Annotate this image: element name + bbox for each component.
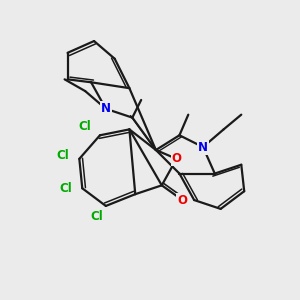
Text: Cl: Cl — [91, 210, 103, 223]
Text: O: O — [177, 194, 188, 207]
Text: N: N — [101, 102, 111, 115]
Text: Cl: Cl — [79, 120, 92, 133]
Text: O: O — [172, 152, 182, 165]
Text: Cl: Cl — [57, 149, 70, 162]
Text: Cl: Cl — [60, 182, 73, 195]
Text: N: N — [198, 141, 208, 154]
